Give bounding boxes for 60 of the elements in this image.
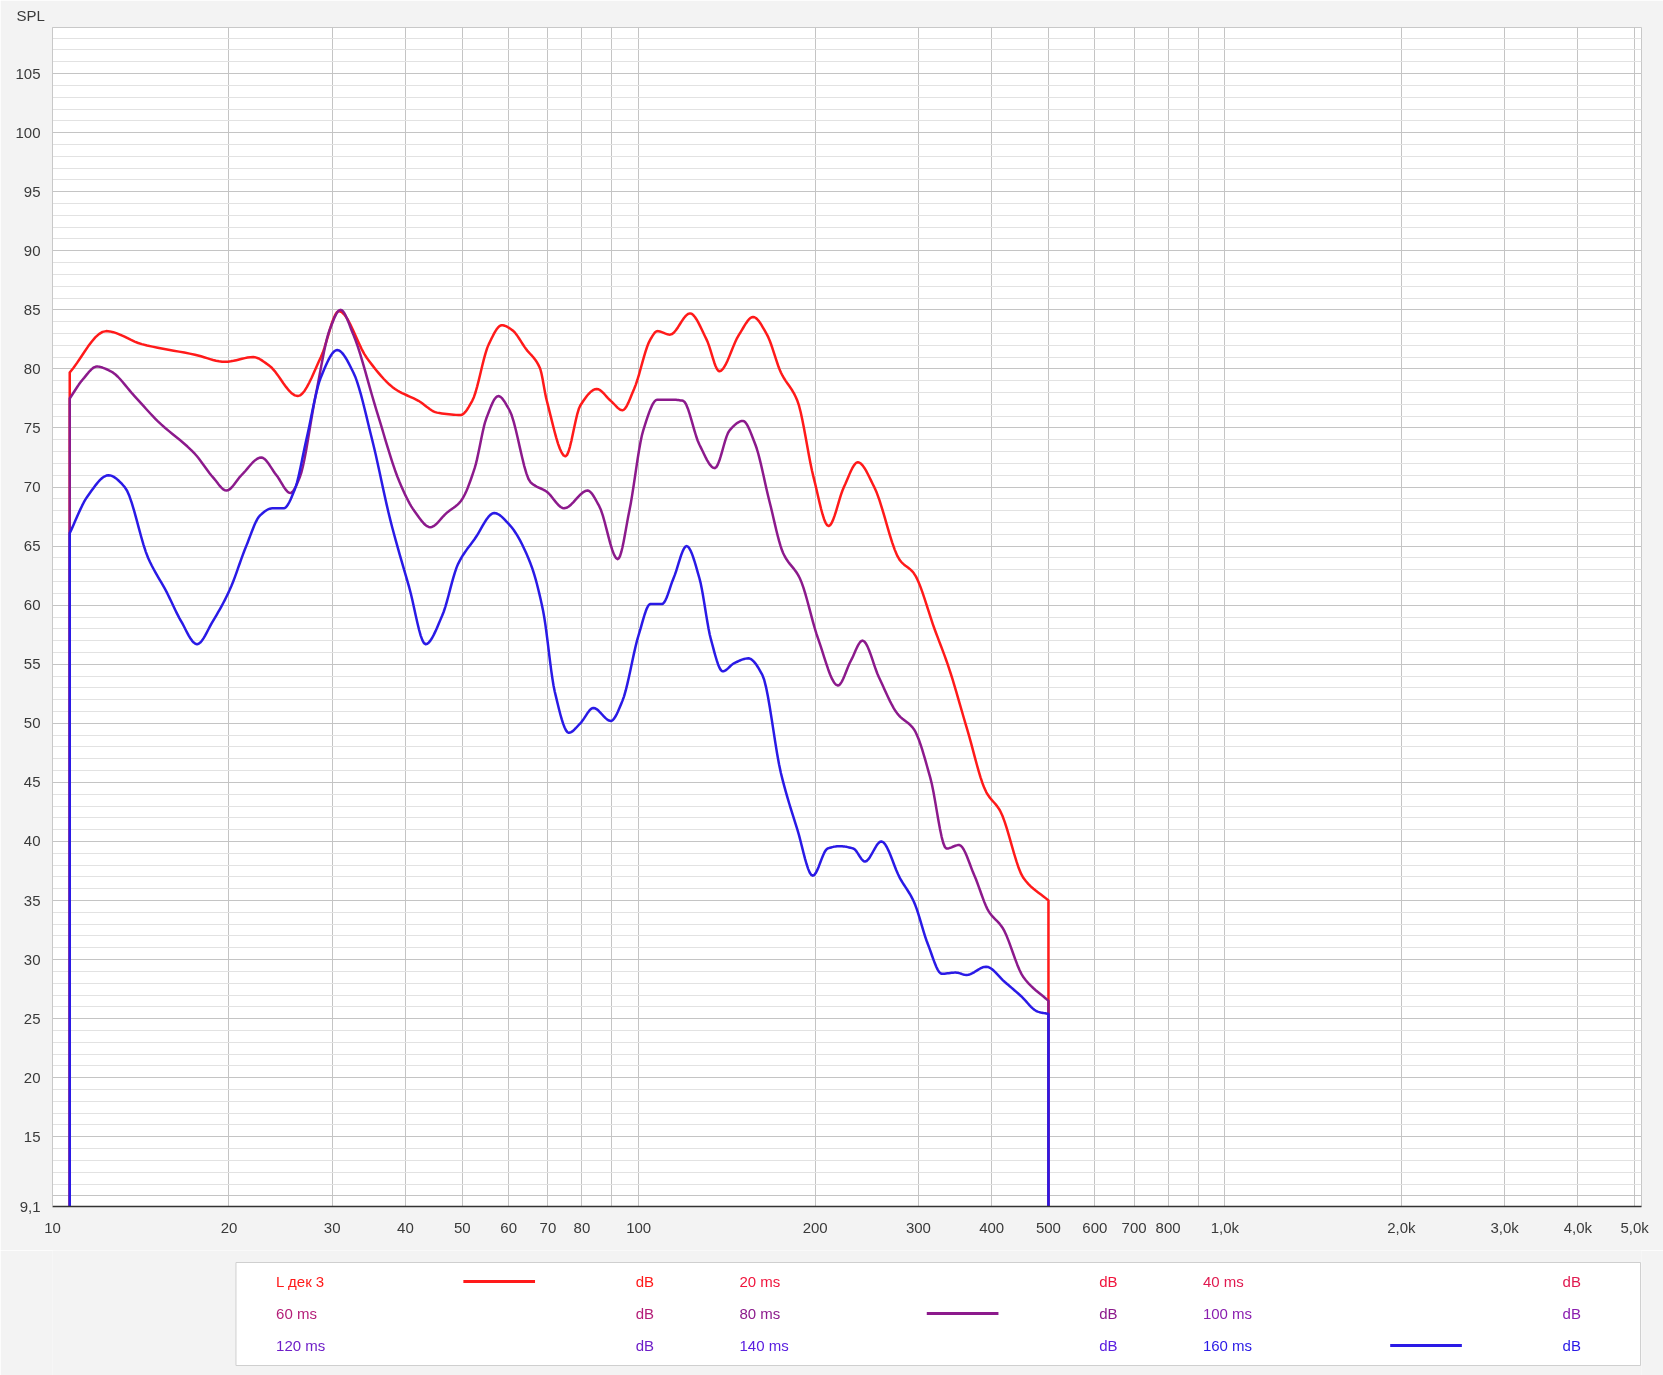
x-tick-label: 30	[323, 1218, 341, 1236]
text: 80 ms	[739, 1305, 781, 1322]
x-tick-label: 600	[1082, 1218, 1108, 1236]
x-tick-label: 50	[453, 1218, 471, 1236]
x-tick-label: 300	[905, 1218, 931, 1236]
y-tick-label: 65	[23, 537, 41, 555]
y-tick-label: 9,1	[19, 1197, 41, 1215]
text: dB	[635, 1305, 655, 1322]
text: 160 ms	[1202, 1337, 1253, 1354]
x-tick-label: 20	[220, 1218, 238, 1236]
x-tick-label: 500	[1035, 1218, 1061, 1236]
text: dB	[1099, 1273, 1118, 1290]
y-tick-label: 25	[23, 1009, 41, 1027]
legend-label: 20 ms	[739, 1273, 781, 1290]
x-tick-label: 60	[500, 1218, 518, 1236]
text: dB	[1099, 1305, 1118, 1322]
x-tick-label: 200	[802, 1218, 828, 1236]
y-tick-label: 60	[23, 596, 41, 614]
x-tick-label: 100	[626, 1218, 652, 1236]
legend-label: 60 ms	[276, 1305, 317, 1322]
x-tick-label: 1,0k	[1210, 1218, 1240, 1236]
y-tick-label: 40	[23, 832, 41, 850]
y-tick-label: 90	[23, 241, 41, 259]
x-tick-label: 5,0k	[1620, 1218, 1650, 1236]
legend-label: 40 ms	[1202, 1273, 1244, 1290]
y-tick-label: 30	[23, 950, 41, 968]
text: dB	[1562, 1305, 1581, 1322]
y-tick-label: 55	[23, 655, 41, 673]
x-tick-label: 40	[397, 1218, 414, 1236]
x-tick-label: 3,0k	[1490, 1218, 1520, 1236]
legend-label: 140 ms	[739, 1337, 789, 1354]
y-tick-label: 15	[23, 1127, 41, 1145]
y-axis-title: SPL	[16, 6, 45, 24]
y-tick-label: 70	[23, 478, 41, 496]
x-tick-label: 70	[539, 1218, 557, 1236]
y-tick-label: 50	[23, 714, 41, 732]
x-tick-label: 2,0k	[1387, 1218, 1417, 1236]
x-tick-label: 700	[1121, 1218, 1147, 1236]
x-tick-label: 10	[44, 1218, 61, 1236]
text: dB	[635, 1273, 655, 1290]
x-tick-label: 800	[1155, 1218, 1181, 1236]
y-tick-label: 80	[23, 359, 41, 377]
y-tick-label: 75	[23, 418, 41, 436]
y-tick-label: 105	[15, 64, 41, 82]
y-tick-label: 35	[23, 891, 41, 909]
text: L дек 3	[276, 1273, 325, 1290]
y-tick-label: 100	[15, 123, 41, 141]
y-tick-label: 85	[23, 300, 41, 318]
text: dB	[1562, 1273, 1581, 1290]
y-tick-label: 95	[23, 182, 41, 200]
text: dB	[1099, 1337, 1118, 1354]
text: dB	[635, 1337, 655, 1354]
x-tick-label: 4,0k	[1563, 1218, 1593, 1236]
y-tick-label: 20	[23, 1068, 41, 1086]
x-tick-label: 400	[979, 1218, 1005, 1236]
legend-label: 120 ms	[276, 1337, 326, 1354]
text: dB	[1562, 1337, 1581, 1354]
legend-label: 100 ms	[1202, 1305, 1253, 1322]
x-tick-label: 80	[573, 1218, 591, 1236]
y-tick-label: 45	[23, 773, 41, 791]
